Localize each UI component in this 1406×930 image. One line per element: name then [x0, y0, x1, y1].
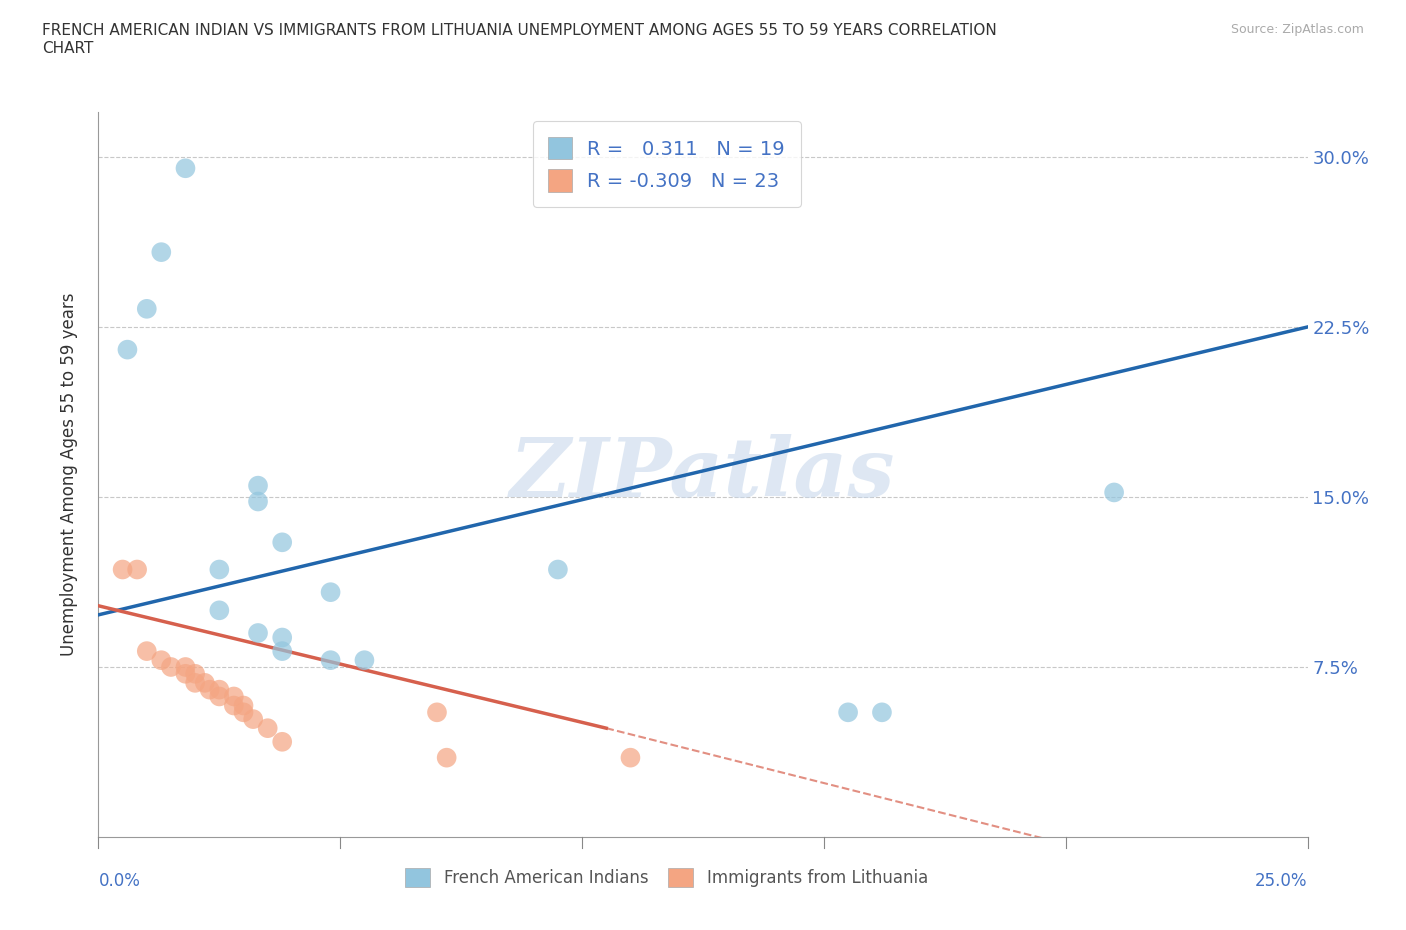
- Point: [174, 659, 197, 674]
- Point: [271, 644, 294, 658]
- Point: [194, 675, 217, 690]
- Point: [222, 698, 245, 713]
- Point: [208, 603, 231, 618]
- Point: [135, 644, 157, 658]
- Point: [837, 705, 859, 720]
- Point: [271, 735, 294, 750]
- Point: [184, 666, 207, 681]
- Point: [135, 301, 157, 316]
- Point: [1102, 485, 1125, 500]
- Point: [271, 631, 294, 645]
- Point: [319, 653, 342, 668]
- Point: [184, 675, 207, 690]
- Text: ZIPatlas: ZIPatlas: [510, 434, 896, 514]
- Point: [547, 562, 569, 577]
- Point: [242, 711, 264, 726]
- Point: [150, 245, 173, 259]
- Point: [256, 721, 278, 736]
- Point: [160, 659, 183, 674]
- Point: [150, 653, 173, 668]
- Point: [208, 689, 231, 704]
- Point: [619, 751, 641, 765]
- Text: 0.0%: 0.0%: [98, 871, 141, 890]
- Point: [870, 705, 893, 720]
- Point: [117, 342, 139, 357]
- Point: [247, 626, 270, 641]
- Point: [247, 478, 270, 493]
- Y-axis label: Unemployment Among Ages 55 to 59 years: Unemployment Among Ages 55 to 59 years: [59, 293, 77, 656]
- Point: [222, 689, 245, 704]
- Legend: French American Indians, Immigrants from Lithuania: French American Indians, Immigrants from…: [399, 861, 935, 894]
- Text: FRENCH AMERICAN INDIAN VS IMMIGRANTS FROM LITHUANIA UNEMPLOYMENT AMONG AGES 55 T: FRENCH AMERICAN INDIAN VS IMMIGRANTS FRO…: [42, 23, 997, 56]
- Point: [127, 562, 149, 577]
- Point: [208, 683, 231, 698]
- Point: [198, 683, 221, 698]
- Point: [232, 705, 254, 720]
- Point: [111, 562, 134, 577]
- Text: 25.0%: 25.0%: [1256, 871, 1308, 890]
- Point: [247, 494, 270, 509]
- Point: [426, 705, 449, 720]
- Point: [436, 751, 458, 765]
- Point: [208, 562, 231, 577]
- Text: Source: ZipAtlas.com: Source: ZipAtlas.com: [1230, 23, 1364, 36]
- Point: [174, 161, 197, 176]
- Point: [353, 653, 375, 668]
- Point: [174, 666, 197, 681]
- Point: [232, 698, 254, 713]
- Point: [271, 535, 294, 550]
- Point: [319, 585, 342, 600]
